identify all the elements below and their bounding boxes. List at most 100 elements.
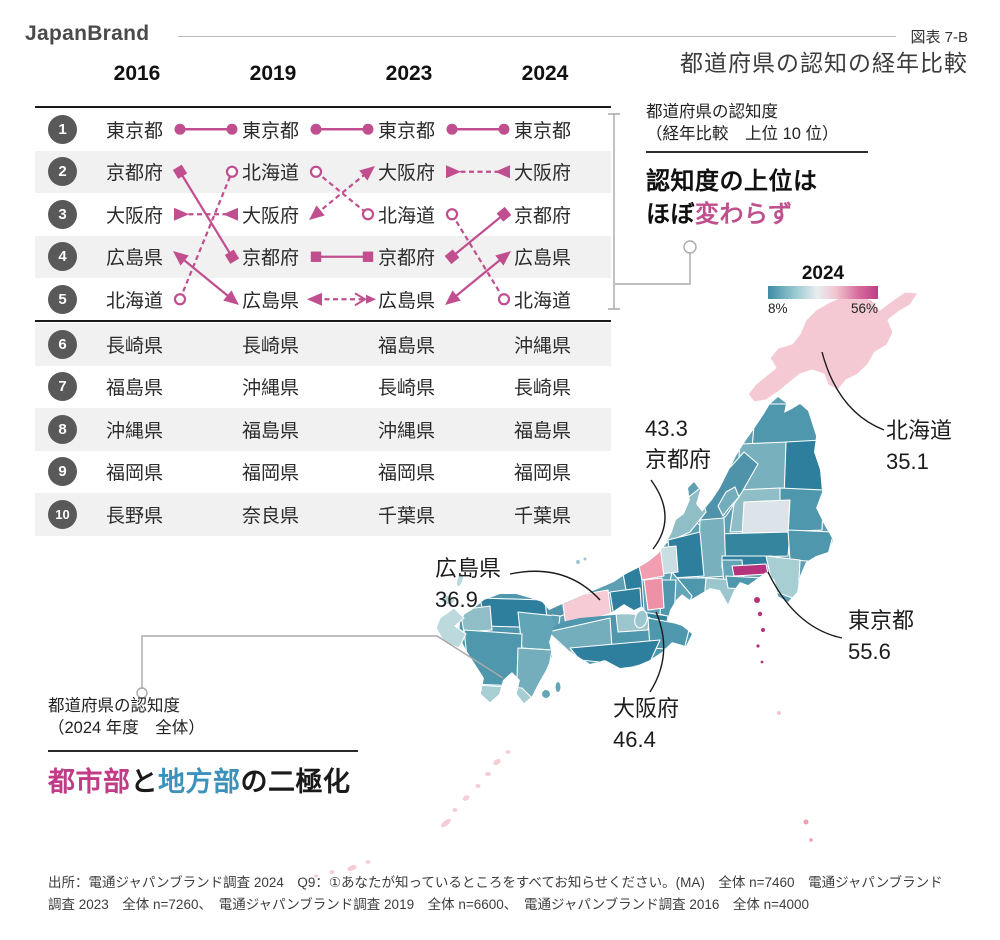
prefecture-cell: 長崎県 <box>378 378 436 400</box>
prefecture-cell: 広島県 <box>378 290 436 312</box>
prefecture-cell: 北海道 <box>378 205 436 227</box>
prefecture-cell: 東京都 <box>514 120 572 142</box>
callout-line-osaka <box>649 611 665 693</box>
source-line-1: 出所：電通ジャパンブランド調査 2024 Q9：①あなたが知っているところをすべ… <box>48 875 943 890</box>
rank-badge: 10 <box>48 499 77 529</box>
prefecture-cell: 沖縄県 <box>242 378 300 400</box>
map-label-hiroshima-value: 36.9 <box>435 586 478 612</box>
map-label-osaka: 大阪府 46.4 <box>613 694 679 756</box>
map-label-kyoto-name: 京都府 <box>645 446 712 472</box>
figure-label: 図表 7-B <box>910 29 968 46</box>
prefecture-cell: 北海道 <box>106 290 164 312</box>
top-annotation-dot <box>683 240 697 254</box>
headline-highlight: 変わらず <box>695 201 793 228</box>
prefecture-cell: 京都府 <box>514 205 572 227</box>
prefecture-cell: 東京都 <box>242 120 300 142</box>
map-label-kyoto: 43.3 京都府 <box>645 414 711 476</box>
rank-badge: 2 <box>48 157 77 186</box>
map-region-osaka <box>643 577 665 611</box>
japan-choropleth-map <box>314 291 919 878</box>
brand-logo: JapanBrand <box>25 22 150 45</box>
table-row: 3 大阪府 大阪府 北海道 京都府 <box>35 193 611 236</box>
page-title: 都道府県の認知の経年比較 <box>680 51 968 76</box>
map-label-hokkaido-value: 35.1 <box>886 448 929 474</box>
prefecture-cell: 京都府 <box>378 248 436 270</box>
rank-badge: 4 <box>48 242 77 271</box>
prefecture-cell: 福島県 <box>106 378 164 400</box>
prefecture-cell: 大阪府 <box>378 163 436 185</box>
prefecture-cell: 福岡県 <box>514 463 572 485</box>
bottom-panel-caption-1: 都道府県の認知度 <box>48 697 180 715</box>
bottom-headline-part: 地方部 <box>158 767 241 797</box>
legend-min-label: 8% <box>768 301 788 316</box>
bottom-panel-caption-2: （2024 年度 全体） <box>48 719 205 737</box>
table-top-rule <box>35 105 611 108</box>
prefecture-cell: 東京都 <box>378 120 436 142</box>
prefecture-cell: 奈良県 <box>242 505 300 527</box>
callout-line-kyoto <box>650 479 666 550</box>
prefecture-cell: 京都府 <box>106 163 164 185</box>
top5-bracket <box>608 113 620 310</box>
map-nansei-islands <box>314 750 511 878</box>
source-note: 出所：電通ジャパンブランド調査 2024 Q9：①あなたが知っているところをすべ… <box>48 872 958 915</box>
annotation-connectors <box>136 113 697 699</box>
legend-gradient-bar <box>768 286 878 299</box>
table-row: 6 長崎県 長崎県 福島県 沖縄県 <box>35 323 611 366</box>
prefecture-cell: 福島県 <box>514 420 572 442</box>
bottom-headline-part: 都市部 <box>48 767 131 797</box>
headline-prefix: ほぼ <box>646 201 695 228</box>
map-label-tokyo: 東京都 55.6 <box>848 606 914 668</box>
callout-line-hokkaido <box>821 351 885 431</box>
prefecture-cell: 福島県 <box>378 335 436 357</box>
prefecture-cell: 大阪府 <box>242 205 300 227</box>
prefecture-cell: 福岡県 <box>242 463 300 485</box>
table-row: 8 沖縄県 福島県 沖縄県 福島県 <box>35 408 611 451</box>
table-mid-rule <box>35 319 611 322</box>
map-label-osaka-name: 大阪府 <box>613 696 680 721</box>
top-panel-caption-1: 都道府県の認知度 <box>646 103 778 121</box>
map-region-hokkaido <box>747 291 919 403</box>
top-panel-headline-1: 認知度の上位は <box>646 168 818 195</box>
prefecture-cell: 広島県 <box>514 248 572 270</box>
prefecture-cell: 東京都 <box>106 120 164 142</box>
top-panel-headline-2: ほぼ変わらず <box>646 194 793 229</box>
bottom-annotation-dot <box>136 687 148 699</box>
rank-badge: 9 <box>48 457 77 486</box>
prefecture-cell: 千葉県 <box>514 505 572 527</box>
bottom-headline-part: の二極化 <box>240 767 351 797</box>
bottom-annotation-connector <box>141 635 504 688</box>
table-row: 1 東京都 東京都 東京都 東京都 <box>35 108 611 151</box>
prefecture-cell: 千葉県 <box>378 505 436 527</box>
map-izu-islands <box>754 597 765 664</box>
prefecture-cell: 福岡県 <box>106 463 164 485</box>
top-panel-divider <box>646 151 868 153</box>
callout-line-hiroshima <box>509 570 601 601</box>
table-row: 2 京都府 北海道 大阪府 大阪府 <box>35 150 611 193</box>
map-label-hiroshima: 広島県 36.9 <box>435 554 501 616</box>
rank-badge: 6 <box>48 329 77 359</box>
rank-badge: 8 <box>48 414 77 444</box>
rank-bump-chart <box>172 123 512 307</box>
top-panel-caption-2: （経年比較 上位 10 位） <box>646 125 839 143</box>
table-row: 4 広島県 京都府 京都府 広島県 <box>35 235 611 278</box>
map-label-osaka-value: 46.4 <box>613 726 656 752</box>
prefecture-cell: 京都府 <box>242 248 300 270</box>
prefecture-cell: 大阪府 <box>514 163 572 185</box>
rank-badge: 1 <box>48 114 77 144</box>
legend-max-label: 56% <box>850 301 878 316</box>
map-label-hokkaido-name: 北海道 <box>886 418 953 443</box>
prefecture-cell: 沖縄県 <box>106 420 164 442</box>
map-label-tokyo-value: 55.6 <box>848 638 891 664</box>
table-row: 7 福島県 沖縄県 長崎県 長崎県 <box>35 366 611 409</box>
prefecture-cell: 沖縄県 <box>514 335 572 357</box>
prefecture-cell: 長野県 <box>106 505 164 527</box>
prefecture-cell: 大阪府 <box>106 205 164 227</box>
header-rule <box>178 36 896 37</box>
map-label-kyoto-value: 43.3 <box>645 416 688 441</box>
year-header-2024: 2024 <box>521 62 569 85</box>
map-callout-lines <box>509 351 885 693</box>
year-header-2023: 2023 <box>385 62 433 85</box>
prefecture-cell: 北海道 <box>242 163 300 185</box>
